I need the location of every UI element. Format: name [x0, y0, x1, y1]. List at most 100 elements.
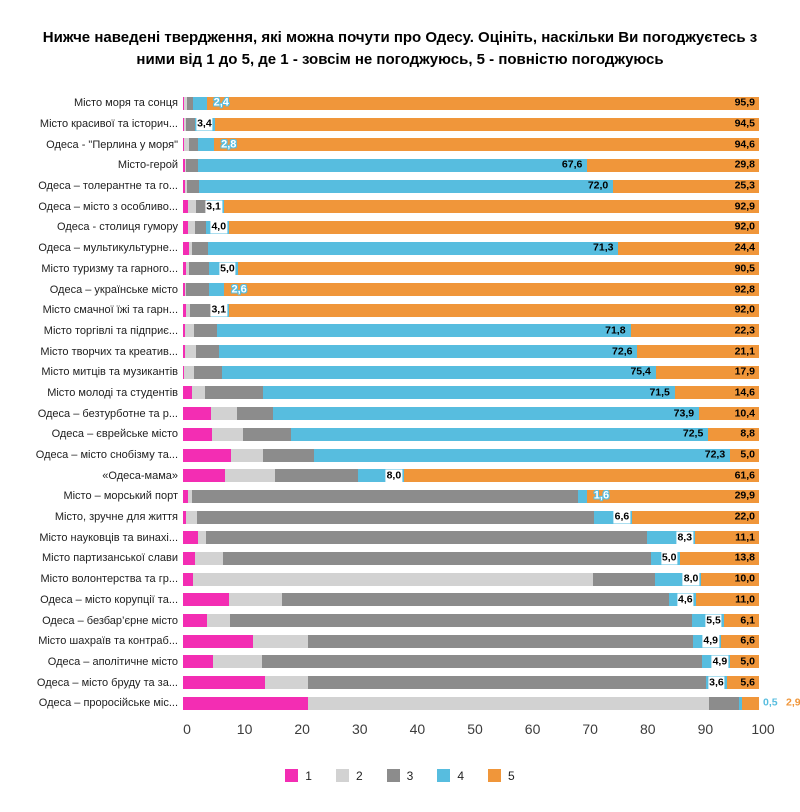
value-label-5: 29,8 — [734, 158, 755, 171]
category-label: Місто науковців та винахі... — [39, 531, 178, 544]
bar-segment-4 — [216, 324, 631, 338]
value-label-4: 1,6 — [593, 489, 610, 502]
value-label-5: 94,6 — [734, 138, 755, 151]
bar-segment-2 — [210, 407, 238, 421]
bar-segment-5 — [630, 324, 759, 338]
category-label: Одеса – мультикультурне... — [38, 242, 178, 255]
bar-segment-4 — [198, 179, 614, 193]
category-label: Одеса – місто корупції та... — [40, 593, 178, 606]
bar-segment-2 — [225, 469, 276, 483]
category-label: Одеса – місто снобізму та... — [35, 449, 178, 462]
bar-segment-1 — [183, 138, 184, 152]
value-label-4: 2,6 — [231, 283, 247, 296]
bar-segment-5 — [223, 200, 759, 214]
bar-segment-2 — [230, 448, 264, 462]
bar-segment-3 — [186, 158, 198, 172]
bar-segment-2 — [185, 283, 187, 297]
bar-segment-2 — [186, 510, 197, 524]
bar-segment-3 — [307, 676, 706, 690]
value-label-5: 5,0 — [740, 655, 755, 668]
value-label-5: 94,5 — [734, 117, 755, 130]
bar-segment-3 — [189, 262, 209, 276]
bar-segment-5 — [404, 469, 759, 483]
value-label-5: 2,9 — [786, 696, 800, 709]
value-label-5: 11,1 — [735, 531, 755, 544]
x-tick-label: 40 — [409, 720, 426, 737]
value-label-4: 4,9 — [702, 634, 719, 648]
bar-track: 2,8 94,6 — [183, 138, 759, 152]
bar-track: 67,6 29,8 — [183, 158, 759, 172]
bar-segment-1 — [183, 407, 211, 421]
category-label: Місто смачної їжі та гарн... — [42, 304, 178, 317]
bar-segment-5 — [726, 676, 759, 690]
bar-segment-2 — [188, 489, 192, 503]
bar-row: Місто творчих та креатив... 72,6 21,1 — [0, 341, 800, 362]
bar-track: 73,9 10,4 — [183, 407, 759, 421]
bar-segment-4 — [207, 241, 619, 255]
bar-row: Одеса – безбар’єрне місто 5,5 6,1 — [0, 610, 800, 631]
legend-label: 4 — [457, 768, 465, 783]
bar-track: 3,6 5,6 — [183, 676, 759, 690]
bar-segment-4 — [739, 696, 743, 710]
bar-track: 3,1 92,0 — [183, 303, 759, 317]
bar-segment-2 — [186, 303, 191, 317]
chart-title: Нижче наведені твердження, які можна поч… — [42, 29, 758, 68]
value-label-5: 24,4 — [734, 241, 755, 254]
bar-row: Одеса – єврейське місто 72,5 8,8 — [0, 424, 800, 445]
bar-segment-3 — [230, 614, 693, 628]
bar-segment-4 — [197, 158, 588, 172]
bar-segment-3 — [187, 179, 199, 193]
bar-track: 71,8 22,3 — [183, 324, 759, 338]
bar-segment-1 — [183, 117, 184, 131]
bar-segment-1 — [183, 614, 207, 628]
value-label-4: 75,4 — [630, 365, 651, 378]
bar-segment-3 — [195, 220, 207, 234]
bar-track: 71,5 14,6 — [183, 386, 759, 400]
legend-item-5: 5 — [488, 769, 515, 783]
bar-segment-1 — [183, 324, 186, 338]
x-tick-label: 100 — [751, 720, 775, 737]
value-label-4: 0,5 — [763, 696, 778, 709]
bar-segment-1 — [183, 593, 229, 607]
bar-track: 0,5 2,9 — [183, 696, 800, 710]
value-label-5: 13,8 — [734, 551, 755, 564]
bar-track: 71,3 24,4 — [183, 241, 759, 255]
bar-segment-2 — [185, 179, 188, 193]
value-label-5: 92,0 — [734, 303, 755, 316]
bar-segment-2 — [195, 551, 223, 565]
value-label-4: 67,6 — [561, 158, 583, 171]
bar-row: Одеса – українське місто 2,6 92,8 — [0, 279, 800, 300]
value-label-4: 71,5 — [649, 386, 670, 399]
category-label: Місто-герой — [117, 159, 178, 172]
bar-track: 6,6 22,0 — [183, 510, 759, 524]
value-label-5: 61,6 — [734, 469, 755, 482]
bar-segment-5 — [237, 262, 759, 276]
bar-track: 8,3 11,1 — [183, 531, 759, 545]
legend-item-4: 4 — [437, 769, 464, 783]
bar-segment-2 — [192, 386, 206, 400]
legend-label: 1 — [305, 768, 312, 783]
value-label-4: 3,4 — [196, 117, 213, 131]
bar-segment-3 — [593, 572, 656, 586]
x-tick-label: 60 — [524, 720, 541, 737]
bar-segment-1 — [183, 158, 186, 172]
bar-segment-5 — [214, 117, 759, 131]
bar-segment-3 — [307, 634, 693, 648]
value-label-5: 6,6 — [740, 634, 755, 647]
bar-track: 2,6 92,8 — [183, 283, 759, 297]
bar-segment-2 — [228, 593, 283, 607]
bar-segment-1 — [183, 634, 253, 648]
value-label-4: 71,3 — [593, 241, 614, 254]
bar-segment-1 — [183, 220, 189, 234]
category-label: Місто, зручне для життя — [54, 511, 178, 524]
value-label-5: 5,6 — [740, 676, 755, 689]
bar-segment-1 — [183, 551, 196, 565]
value-label-5: 92,8 — [734, 283, 755, 296]
bar-row: Одеса – місто снобізму та... 72,3 5,0 — [0, 445, 800, 466]
value-label-4: 2,4 — [213, 96, 229, 109]
value-label-5: 10,4 — [734, 407, 755, 420]
chart-rows: Місто моря та сонця 2,4 95,9 Місто красивої… — [0, 93, 800, 714]
legend-label: 2 — [355, 768, 363, 783]
bar-segment-4 — [197, 138, 215, 152]
bar-track: 4,9 5,0 — [183, 655, 759, 669]
